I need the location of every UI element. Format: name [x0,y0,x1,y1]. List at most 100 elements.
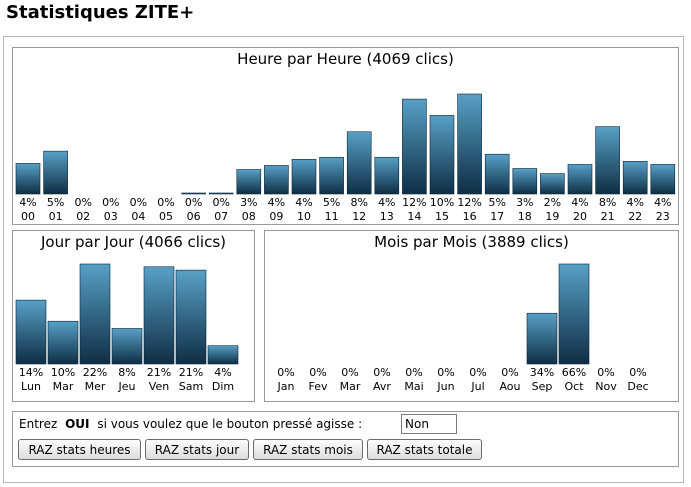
percent-label-21: 8% [599,196,616,209]
percent-label-14: 12% [402,196,426,209]
category-label-18: 18 [518,210,532,223]
bar-Sam [175,269,207,365]
category-label-07: 07 [214,210,228,223]
percent-label-Jun: 0% [437,366,454,379]
bar-01 [43,150,68,195]
category-label-Mar: Mar [340,380,361,393]
percent-label-Oct: 66% [562,366,586,379]
percent-label-Dec: 0% [629,366,646,379]
category-label-02: 02 [76,210,90,223]
category-label-Mar: Mar [53,380,74,393]
percent-label-20: 4% [571,196,588,209]
percent-label-Mar: 10% [51,366,75,379]
reset-prompt: Entrez OUI si vous voulez que le bouton … [19,417,362,431]
category-label-Jul: Jul [470,380,484,393]
bar-23 [650,164,676,195]
category-label-00: 00 [21,210,35,223]
percent-label-Jan: 0% [277,366,294,379]
percent-label-22: 4% [626,196,643,209]
percent-label-00: 4% [19,196,36,209]
percent-label-Mar: 0% [341,366,358,379]
category-label-05: 05 [159,210,173,223]
percent-label-13: 4% [378,196,395,209]
bar-Dim [207,345,239,365]
reset-hours-button[interactable]: RAZ stats heures [18,439,141,460]
reset-months-button[interactable]: RAZ stats mois [253,439,363,460]
category-label-Mer: Mer [85,380,106,393]
daily-chart-panel: Jour par Jour (4066 clics) 14% Lun 10% Mar 2… [12,230,255,402]
stats-container: Heure par Heure (4069 clics) 4% 00 5% 01 0% 0… [3,36,684,483]
category-label-21: 21 [601,210,615,223]
category-label-Fev: Fev [308,380,327,393]
percent-label-Mer: 22% [83,366,107,379]
category-label-Oct: Oct [564,380,584,393]
bar-Ven [143,266,175,365]
percent-label-01: 5% [47,196,64,209]
category-label-12: 12 [352,210,366,223]
bar-Lun [15,299,47,365]
category-label-19: 19 [545,210,559,223]
prompt-text-after: si vous voulez que le bouton pressé agis… [97,417,363,431]
category-label-11: 11 [325,210,339,223]
percent-label-Sam: 21% [179,366,203,379]
category-label-Sam: Sam [179,380,203,393]
percent-label-18: 3% [516,196,533,209]
reset-days-button[interactable]: RAZ stats jour [145,439,249,460]
percent-label-06: 0% [185,196,202,209]
category-label-Dec: Dec [627,380,648,393]
category-label-Jan: Jan [277,380,295,393]
bar-19 [540,173,565,195]
category-label-Nov: Nov [595,380,617,393]
bar-14 [402,98,427,195]
bar-12 [346,131,372,195]
bar-11 [319,156,344,195]
percent-label-15: 10% [430,196,454,209]
percent-label-03: 0% [102,196,119,209]
bar-Mer [79,263,111,365]
percent-label-05: 0% [157,196,174,209]
hourly-chart-title: Heure par Heure (4069 clics) [237,50,454,68]
category-label-15: 15 [435,210,449,223]
percent-label-19: 2% [544,196,561,209]
percent-label-09: 4% [268,196,285,209]
monthly-chart: 0%Jan0%Fev0%Mar0%Avr0%Mai0%Jun0%Jul0%Aou… [277,263,649,393]
bar-Mar [47,320,79,365]
category-label-22: 22 [628,210,642,223]
percent-label-16: 12% [457,196,481,209]
category-label-14: 14 [407,210,421,223]
percent-label-Avr: 0% [373,366,390,379]
category-label-Avr: Avr [373,380,391,393]
monthly-chart-panel: Mois par Mois (3889 clics) 0% Jan 0% Fev 0% M… [264,230,679,402]
confirm-input[interactable] [401,414,457,434]
bar-08 [236,169,262,195]
category-label-08: 08 [242,210,256,223]
category-label-04: 04 [131,210,145,223]
reset-total-button[interactable]: RAZ stats totale [367,439,482,460]
bar-15 [429,115,455,195]
prompt-text-before: Entrez [19,417,58,431]
percent-label-Dim: 4% [214,366,231,379]
percent-label-Lun: 14% [19,366,43,379]
bar-Jeu [111,328,143,365]
hourly-chart-panel: Heure par Heure (4069 clics) 4% 00 5% 01 0% 0… [12,47,679,225]
bar-00 [15,163,41,195]
category-label-Jun: Jun [436,380,454,393]
bar-18 [512,168,538,195]
percent-label-12: 8% [350,196,367,209]
percent-label-Nov: 0% [597,366,614,379]
category-label-13: 13 [380,210,394,223]
percent-label-04: 0% [130,196,147,209]
bar-Oct [558,263,590,365]
percent-label-Jeu: 8% [118,366,135,379]
bar-16 [457,93,482,195]
bar-09 [264,165,289,195]
percent-label-11: 5% [323,196,340,209]
prompt-keyword: OUI [65,417,90,431]
percent-label-08: 3% [240,196,257,209]
percent-label-23: 4% [654,196,671,209]
category-label-17: 17 [490,210,504,223]
category-label-Aou: Aou [499,380,520,393]
percent-label-Jul: 0% [469,366,486,379]
percent-label-Ven: 21% [147,366,171,379]
